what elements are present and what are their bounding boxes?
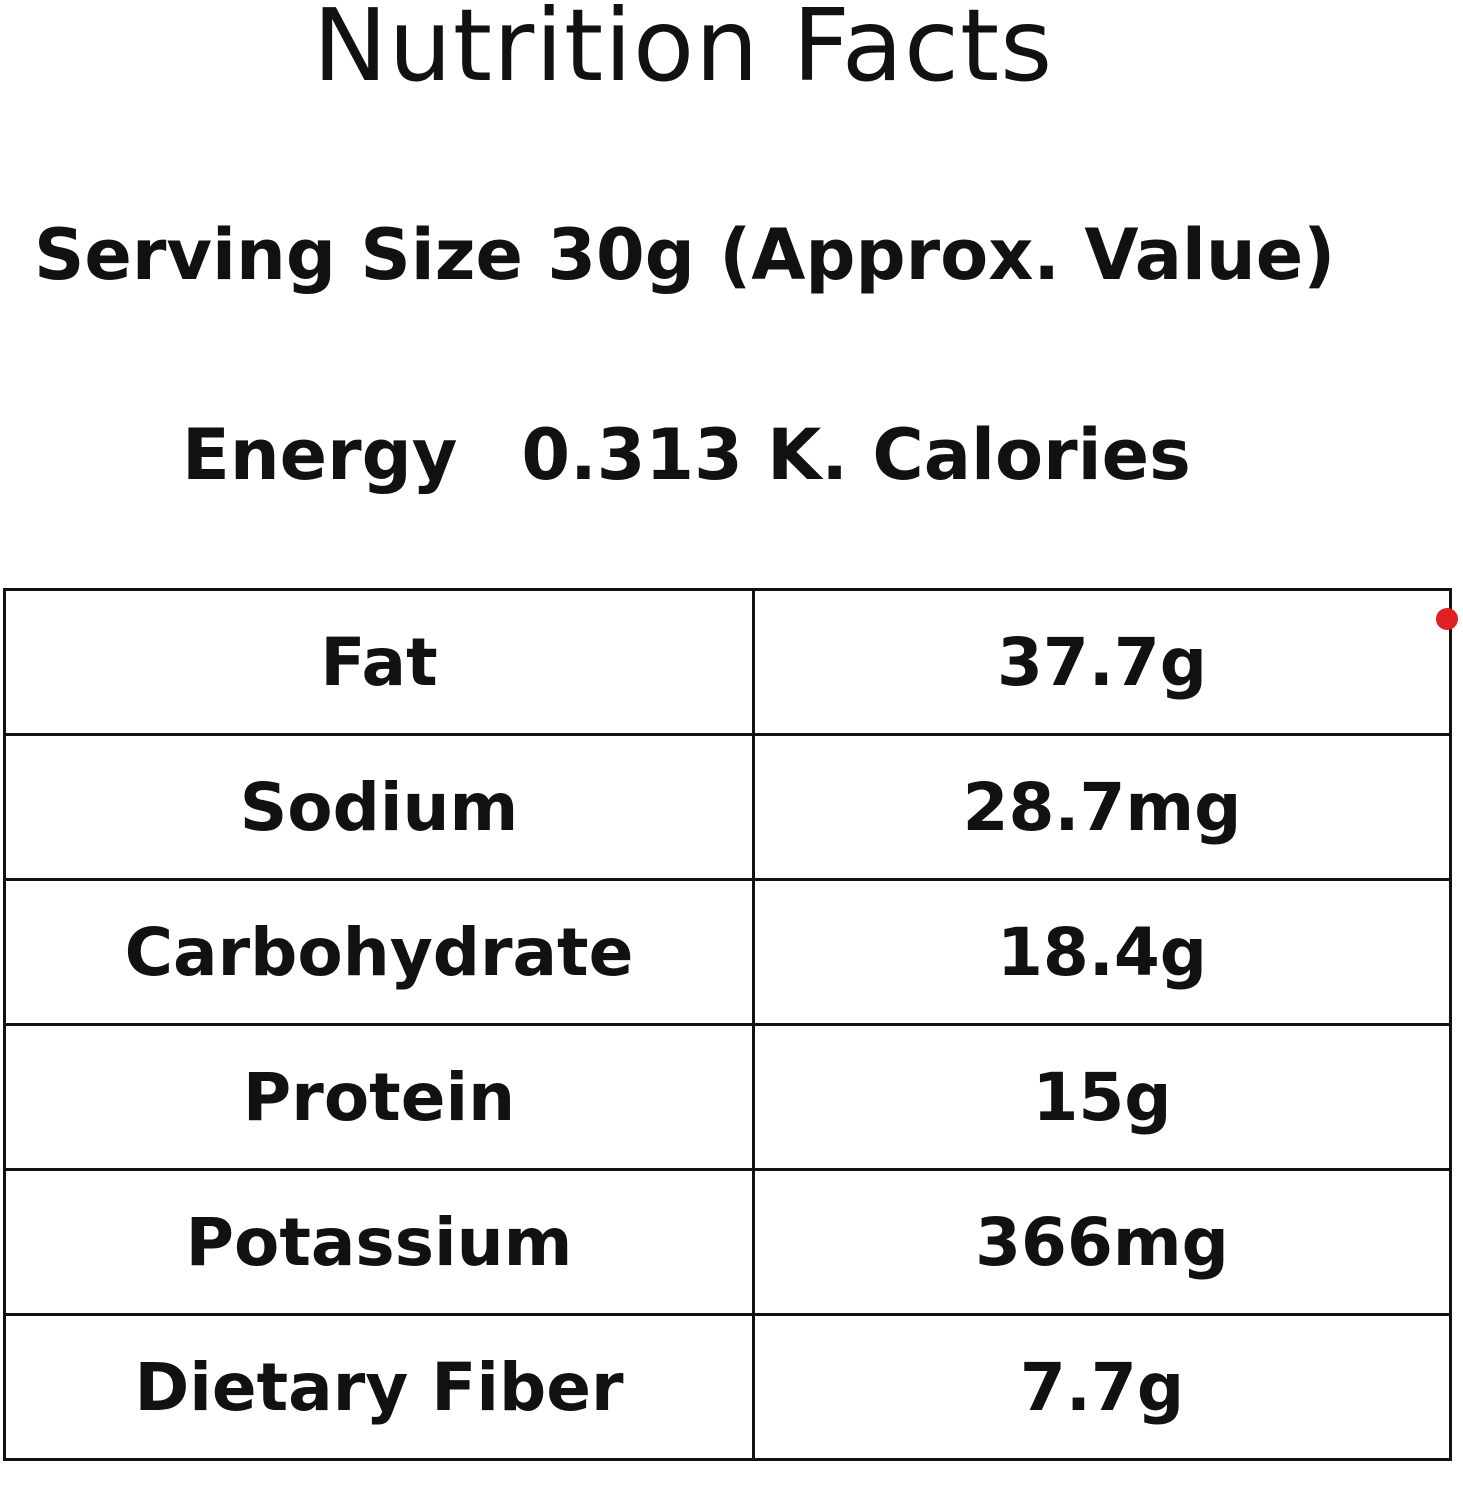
table-row: Carbohydrate 18.4g — [3, 878, 1452, 1026]
table-row: Potassium 366mg — [3, 1168, 1452, 1316]
nutrient-amount: 28.7mg — [752, 733, 1452, 881]
energy-line: Energy 0.313 K. Calories — [182, 410, 1191, 500]
nutrient-amount: 7.7g — [752, 1313, 1452, 1461]
energy-value: 0.313 K. Calories — [521, 414, 1191, 496]
nutrient-amount: 37.7g — [752, 588, 1452, 736]
nutrient-name: Fat — [3, 588, 755, 736]
nutrient-amount: 15g — [752, 1023, 1452, 1171]
table-row: Protein 15g — [3, 1023, 1452, 1171]
page-title: Nutrition Facts — [312, 0, 1054, 104]
nutrient-amount: 18.4g — [752, 878, 1452, 1026]
serving-size: Serving Size 30g (Approx. Value) — [34, 214, 1336, 296]
table-row: Fat 37.7g — [3, 588, 1452, 736]
table-row: Sodium 28.7mg — [3, 733, 1452, 881]
nutrient-name: Carbohydrate — [3, 878, 755, 1026]
nutrient-name: Protein — [3, 1023, 755, 1171]
nutrient-name: Sodium — [3, 733, 755, 881]
nutrition-table: Fat 37.7g Sodium 28.7mg Carbohydrate 18.… — [3, 588, 1452, 1461]
energy-label: Energy — [182, 414, 458, 496]
nutrient-name: Potassium — [3, 1168, 755, 1316]
red-dot-marker — [1436, 608, 1458, 630]
table-row: Dietary Fiber 7.7g — [3, 1313, 1452, 1461]
nutrient-amount: 366mg — [752, 1168, 1452, 1316]
nutrient-name: Dietary Fiber — [3, 1313, 755, 1461]
